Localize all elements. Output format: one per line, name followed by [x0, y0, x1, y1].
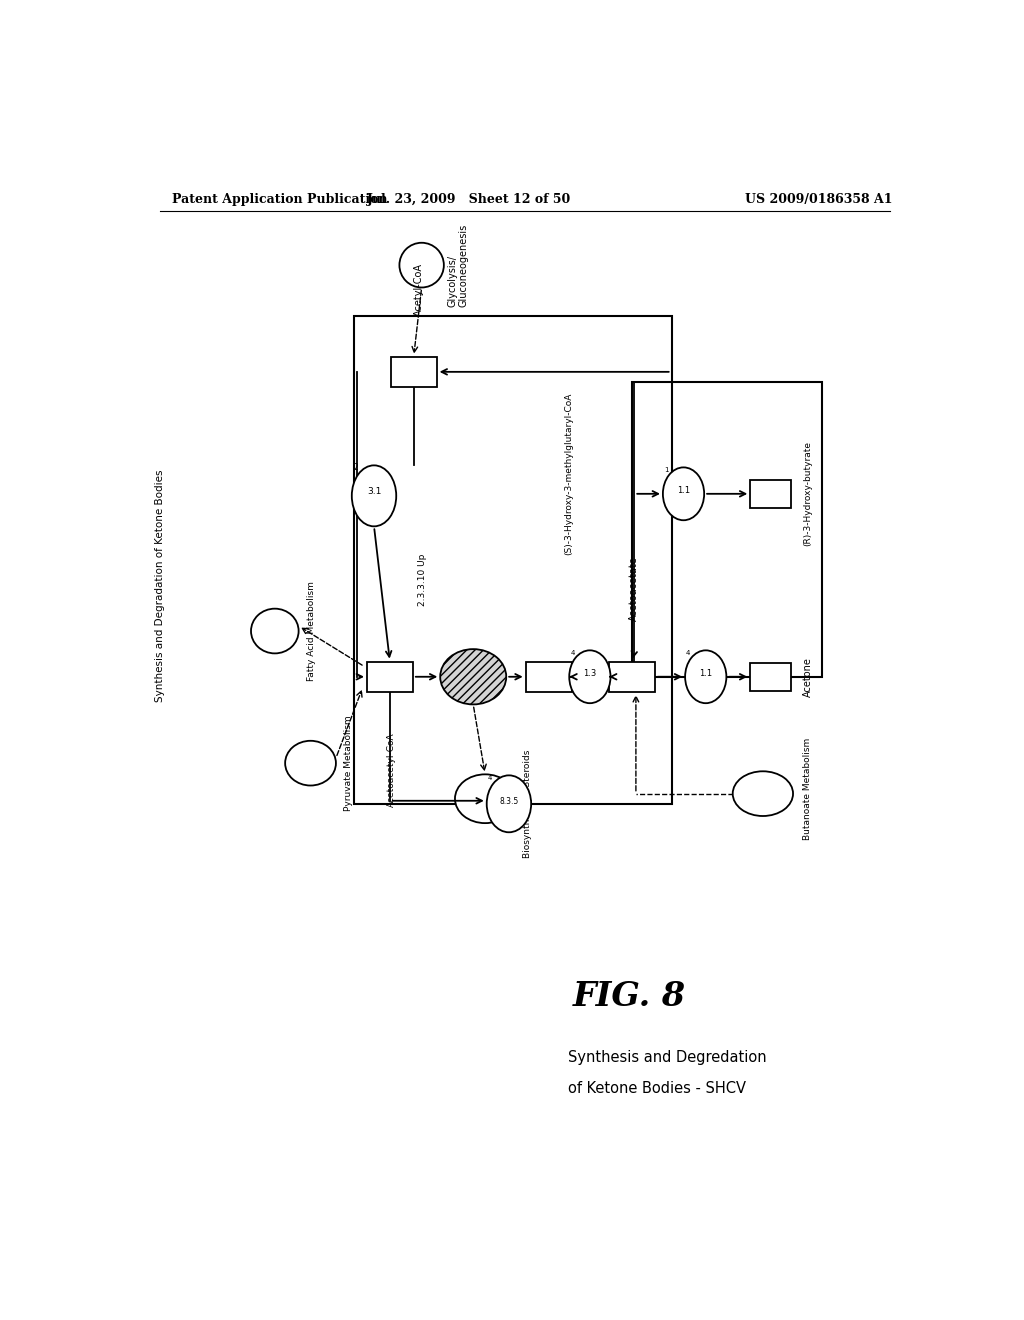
Text: Synthesis and Degredation: Synthesis and Degredation: [568, 1051, 767, 1065]
Ellipse shape: [251, 609, 299, 653]
Ellipse shape: [440, 649, 506, 705]
Text: 3.1: 3.1: [367, 487, 381, 496]
Text: of Ketone Bodies - SHCV: of Ketone Bodies - SHCV: [568, 1081, 746, 1096]
Ellipse shape: [455, 775, 515, 824]
Text: 1.3: 1.3: [584, 669, 597, 678]
Bar: [391, 356, 436, 387]
Ellipse shape: [569, 651, 610, 704]
Ellipse shape: [399, 243, 443, 288]
Text: Acetoacetyl-CoA: Acetoacetyl-CoA: [387, 733, 396, 808]
Text: 4: 4: [686, 651, 690, 656]
Text: 8.3.5: 8.3.5: [500, 797, 518, 807]
Text: 1: 1: [664, 467, 669, 474]
Bar: [751, 479, 792, 508]
Text: 4: 4: [487, 775, 493, 781]
Bar: [632, 381, 822, 677]
Text: Biosynthesis of Steroids: Biosynthesis of Steroids: [523, 750, 532, 858]
Text: Acetyl-CoA: Acetyl-CoA: [415, 263, 424, 315]
Text: Butanoate Metabolism: Butanoate Metabolism: [803, 738, 812, 840]
Text: Jul. 23, 2009   Sheet 12 of 50: Jul. 23, 2009 Sheet 12 of 50: [368, 193, 571, 206]
Ellipse shape: [733, 771, 793, 816]
Ellipse shape: [352, 466, 396, 527]
Ellipse shape: [486, 775, 531, 833]
Text: 2: 2: [353, 463, 358, 471]
Text: Glycolysis/
Gluconeogenesis: Glycolysis/ Gluconeogenesis: [447, 223, 469, 306]
Ellipse shape: [285, 741, 336, 785]
Text: FIG. 8: FIG. 8: [572, 981, 685, 1014]
Bar: [525, 661, 571, 692]
Ellipse shape: [685, 651, 726, 704]
Text: (R)-3-Hydroxy-butyrate: (R)-3-Hydroxy-butyrate: [804, 441, 812, 546]
Bar: [751, 663, 792, 690]
Bar: [367, 661, 413, 692]
Text: 2.3.3.10 Up: 2.3.3.10 Up: [418, 553, 427, 606]
Text: 1.1: 1.1: [677, 486, 690, 495]
Text: US 2009/0186358 A1: US 2009/0186358 A1: [744, 193, 892, 206]
Bar: [354, 315, 672, 804]
Bar: [609, 661, 655, 692]
Text: Pyruvate Metabolism: Pyruvate Metabolism: [344, 715, 353, 810]
Ellipse shape: [663, 467, 705, 520]
Text: (S)-3-Hydroxy-3-methylglutaryl-CoA: (S)-3-Hydroxy-3-methylglutaryl-CoA: [564, 392, 573, 554]
Text: Acetoacetate: Acetoacetate: [629, 556, 639, 620]
Text: Patent Application Publication: Patent Application Publication: [172, 193, 387, 206]
Text: 1.1: 1.1: [699, 669, 713, 678]
Text: Synthesis and Degradation of Ketone Bodies: Synthesis and Degradation of Ketone Bodi…: [155, 469, 165, 701]
Text: Fatty Acid Metabolism: Fatty Acid Metabolism: [306, 581, 315, 681]
Text: Acetone: Acetone: [804, 657, 813, 697]
Text: 4: 4: [570, 651, 574, 656]
